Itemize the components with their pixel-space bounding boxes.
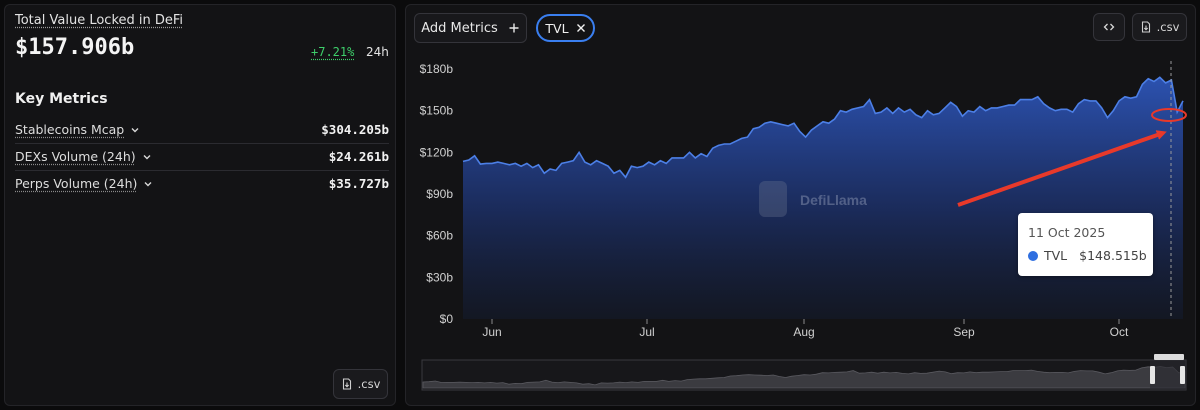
chart-csv-button[interactable]: .csv bbox=[1132, 13, 1187, 41]
metric-value: $35.727b bbox=[328, 176, 389, 191]
brush-preview bbox=[422, 366, 1186, 389]
file-download-icon bbox=[342, 378, 351, 390]
y-tick-label: $180b bbox=[420, 62, 454, 76]
metric-row-perps-volume: Perps Volume (24h) $35.727b bbox=[15, 170, 389, 197]
y-tick-label: $120b bbox=[420, 145, 454, 159]
add-metrics-button[interactable]: Add Metrics bbox=[414, 13, 527, 43]
brush-handle-left[interactable] bbox=[1150, 366, 1155, 384]
metric-label: Stablecoins Mcap bbox=[15, 122, 125, 137]
tvl-chart[interactable]: $0 $30b $60b $90b $120b $150b $180b Jun Jul Aug S… bbox=[406, 5, 1195, 405]
overview-panel: Total Value Locked in DeFi $157.906b +7.… bbox=[4, 4, 396, 406]
y-tick-label: $60b bbox=[426, 229, 453, 243]
metric-value: $24.261b bbox=[328, 149, 389, 164]
x-tick-label: Aug bbox=[793, 325, 814, 339]
metric-chip-tvl[interactable]: TVL bbox=[536, 14, 595, 42]
x-axis: Jun Jul Aug Sep Oct bbox=[482, 319, 1129, 339]
x-tick-label: Sep bbox=[953, 325, 975, 339]
x-tick-label: Jun bbox=[482, 325, 501, 339]
code-icon bbox=[1103, 23, 1115, 31]
chevron-down-icon bbox=[131, 127, 139, 132]
tvl-label[interactable]: Total Value Locked in DeFi bbox=[15, 13, 184, 28]
tvl-value: $157.906b bbox=[15, 35, 135, 60]
metric-row-dexs-volume: DEXs Volume (24h) $24.261b bbox=[15, 143, 389, 171]
metric-dropdown-dexs-volume[interactable]: DEXs Volume (24h) bbox=[15, 149, 152, 164]
llama-logo-icon bbox=[759, 181, 787, 217]
y-tick-label: $150b bbox=[420, 104, 454, 118]
metric-label: DEXs Volume (24h) bbox=[15, 149, 136, 164]
metric-dropdown-stablecoins[interactable]: Stablecoins Mcap bbox=[15, 122, 140, 137]
chevron-down-icon bbox=[143, 154, 151, 159]
y-tick-label: $0 bbox=[440, 312, 454, 326]
metric-dropdown-perps-volume[interactable]: Perps Volume (24h) bbox=[15, 176, 153, 191]
metric-row-stablecoins: Stablecoins Mcap $304.205b bbox=[15, 116, 389, 144]
tvl-change[interactable]: +7.21% bbox=[311, 45, 355, 59]
x-tick-label: Jul bbox=[639, 325, 654, 339]
range-brush[interactable] bbox=[421, 354, 1187, 391]
chevron-down-icon bbox=[144, 181, 152, 186]
y-tick-label: $30b bbox=[426, 270, 453, 284]
tvl-change-period: 24h bbox=[366, 45, 389, 59]
metric-value: $304.205b bbox=[321, 122, 389, 137]
tooltip-date: 11 Oct 2025 bbox=[1028, 225, 1106, 240]
brush-handle-right[interactable] bbox=[1180, 366, 1185, 384]
chart-panel: Add Metrics TVL .csv $0 $30b $60b $90b $120b… bbox=[405, 4, 1196, 406]
x-tick-label: Oct bbox=[1110, 325, 1129, 339]
chart-tooltip: 11 Oct 2025 TVL $148.515b bbox=[1018, 213, 1153, 276]
embed-code-button[interactable] bbox=[1093, 13, 1125, 41]
tooltip-series-name: TVL bbox=[1044, 248, 1068, 263]
tvl-line bbox=[462, 76, 1184, 179]
plus-icon bbox=[509, 23, 519, 33]
tooltip-series-row: TVL $148.515b bbox=[1028, 248, 1147, 263]
y-tick-label: $90b bbox=[426, 187, 453, 201]
y-axis: $0 $30b $60b $90b $120b $150b $180b bbox=[420, 62, 454, 326]
metric-label: Perps Volume (24h) bbox=[15, 176, 138, 191]
tvl-area bbox=[463, 77, 1183, 319]
add-metrics-label: Add Metrics bbox=[421, 20, 498, 36]
chip-label: TVL bbox=[545, 20, 569, 36]
close-icon[interactable] bbox=[576, 23, 586, 33]
annotation-arrow bbox=[957, 130, 1167, 207]
series-color-dot bbox=[1028, 250, 1038, 261]
watermark-text: DefiLlama bbox=[800, 192, 867, 208]
annotation-circle bbox=[1151, 108, 1187, 122]
key-metrics-title: Key Metrics bbox=[15, 91, 108, 107]
file-download-icon bbox=[1141, 21, 1150, 33]
csv-label: .csv bbox=[1156, 20, 1180, 34]
brush-drag-handle[interactable] bbox=[1154, 354, 1184, 360]
watermark: DefiLlama bbox=[759, 181, 867, 217]
csv-download-button[interactable]: .csv bbox=[333, 369, 388, 399]
tooltip-value: $148.515b bbox=[1079, 248, 1147, 263]
csv-label: .csv bbox=[357, 377, 381, 391]
